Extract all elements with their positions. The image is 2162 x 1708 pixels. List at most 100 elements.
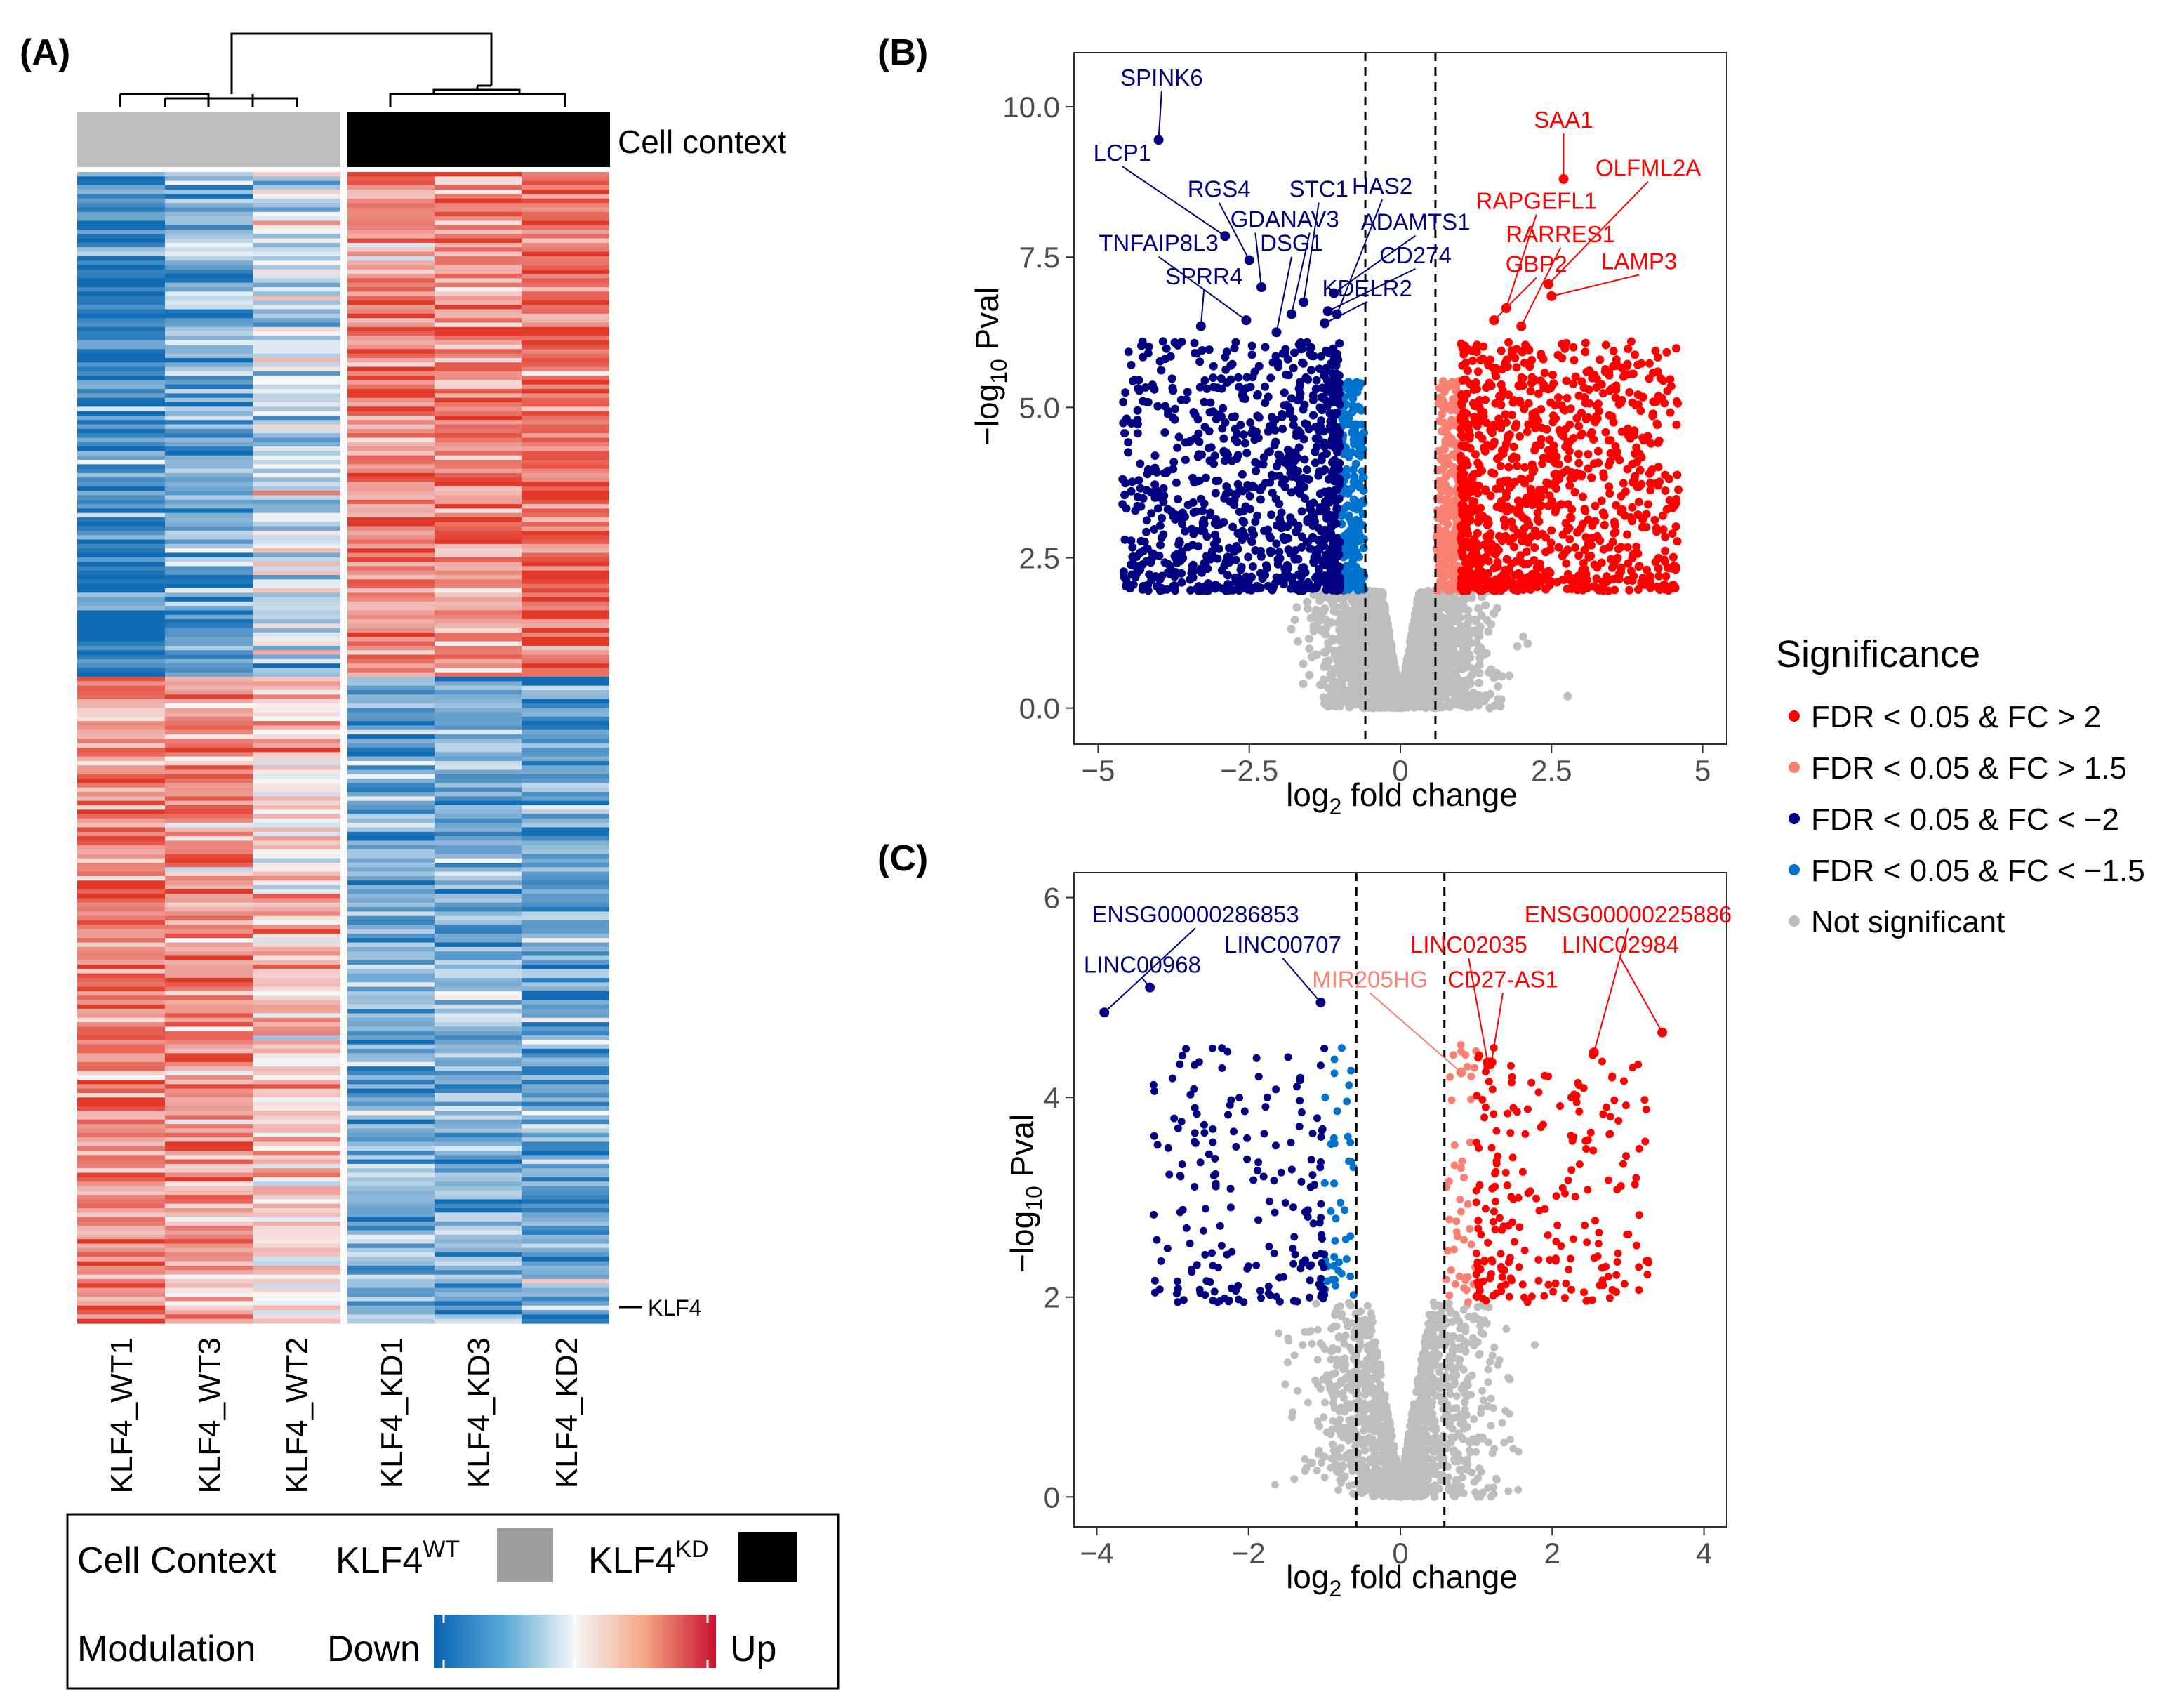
heatmap-cell	[77, 539, 165, 545]
heatmap-cell	[77, 260, 165, 266]
heatmap-cell	[165, 796, 253, 802]
heatmap-cell	[253, 858, 340, 863]
heatmap-cell	[165, 535, 253, 541]
heatmap-cell	[253, 867, 340, 873]
heatmap-cell	[253, 1274, 340, 1280]
heatmap-cell	[165, 867, 253, 873]
data-point	[1377, 630, 1386, 639]
heatmap-cell	[435, 1026, 522, 1032]
heatmap-cell	[253, 207, 340, 213]
heatmap-cell	[253, 530, 340, 536]
heatmap-cell	[522, 1061, 609, 1067]
heatmap-cell	[347, 1141, 435, 1147]
heatmap-cell	[347, 858, 435, 863]
heatmap-cell	[165, 1115, 253, 1120]
heatmap-cell	[522, 805, 609, 810]
heatmap-cell	[253, 920, 340, 925]
data-point	[1366, 626, 1375, 635]
heatmap-cell	[253, 535, 340, 541]
heatmap-cell	[435, 486, 522, 491]
heatmap-cell	[253, 393, 340, 399]
heatmap-cell	[347, 282, 435, 288]
heatmap-cell	[77, 185, 165, 190]
heatmap-cell	[77, 451, 165, 456]
data-point	[1461, 633, 1471, 642]
heatmap-cell	[435, 1155, 522, 1160]
heatmap-cell	[522, 1163, 609, 1169]
heatmap-cell	[253, 1137, 340, 1142]
heatmap-cell	[347, 251, 435, 257]
data-point	[1350, 607, 1359, 616]
heatmap-cell	[165, 180, 253, 186]
heatmap-cell	[347, 1266, 435, 1271]
heatmap-cell	[165, 805, 253, 810]
heatmap-cell	[522, 1177, 609, 1182]
heatmap-cell	[77, 986, 165, 992]
heatmap-cell	[253, 929, 340, 934]
heatmap-cell	[347, 211, 435, 217]
heatmap-cell	[347, 978, 435, 983]
heatmap-cell	[253, 282, 340, 288]
heatmap-cell	[522, 1124, 609, 1130]
heatmap-cell	[435, 1278, 522, 1284]
heatmap-cell	[435, 703, 522, 708]
heatmap-cell	[347, 579, 435, 585]
data-point	[1195, 437, 1204, 446]
data-point	[1345, 703, 1354, 712]
heatmap-cell	[522, 575, 609, 580]
heatmap-cell	[253, 703, 340, 708]
data-point	[1490, 673, 1499, 682]
heatmap-cell	[522, 1168, 609, 1174]
data-point	[1231, 435, 1240, 444]
heatmap-cell	[347, 982, 435, 988]
heatmap-cell	[253, 468, 340, 474]
heatmap-cell	[435, 207, 522, 213]
data-point	[1278, 425, 1287, 433]
heatmap-cell	[347, 535, 435, 541]
heatmap-cell	[77, 818, 165, 823]
heatmap-cell	[253, 583, 340, 589]
heatmap-cell	[165, 894, 253, 899]
heatmap-cell	[347, 1186, 435, 1191]
heatmap-cell	[347, 867, 435, 873]
heatmap-cell	[435, 601, 522, 607]
heatmap-cell	[77, 415, 165, 421]
heatmap-cell	[435, 955, 522, 961]
heatmap-cell	[522, 242, 609, 248]
heatmap-cell	[435, 942, 522, 948]
heatmap-cell	[347, 597, 435, 602]
heatmap-cell	[165, 491, 253, 496]
heatmap-cell	[347, 1057, 435, 1063]
heatmap-cell	[347, 1093, 435, 1098]
heatmap-cell	[522, 322, 609, 328]
heatmap-cell	[77, 946, 165, 952]
heatmap-cell	[253, 331, 340, 336]
heatmap-cell	[253, 1084, 340, 1090]
heatmap-cell	[347, 512, 435, 518]
heatmap-cell	[522, 760, 609, 766]
heatmap-cell	[347, 973, 435, 979]
heatmap-cell	[253, 1071, 340, 1076]
heatmap-cell	[77, 885, 165, 890]
heatmap-cell	[347, 925, 435, 930]
heatmap-cell	[347, 539, 435, 545]
heatmap-cell	[165, 198, 253, 204]
heatmap-cell	[347, 805, 435, 810]
data-point	[1440, 483, 1449, 492]
heatmap-cell	[165, 902, 253, 908]
heatmap-cell	[77, 1004, 165, 1009]
heatmap-cell	[165, 1247, 253, 1253]
data-point	[1174, 432, 1183, 442]
heatmap-cell	[522, 1022, 609, 1027]
heatmap-cell	[522, 1199, 609, 1205]
heatmap-cell	[253, 1221, 340, 1226]
heatmap-cell	[253, 1155, 340, 1160]
heatmap-cell	[435, 1128, 522, 1134]
heatmap-cell	[165, 823, 253, 828]
data-point	[1356, 536, 1365, 545]
heatmap-cell	[347, 1026, 435, 1032]
heatmap-cell	[522, 1044, 609, 1050]
heatmap-cell	[435, 309, 522, 315]
heatmap-cell	[165, 566, 253, 571]
heatmap-cell	[347, 623, 435, 629]
